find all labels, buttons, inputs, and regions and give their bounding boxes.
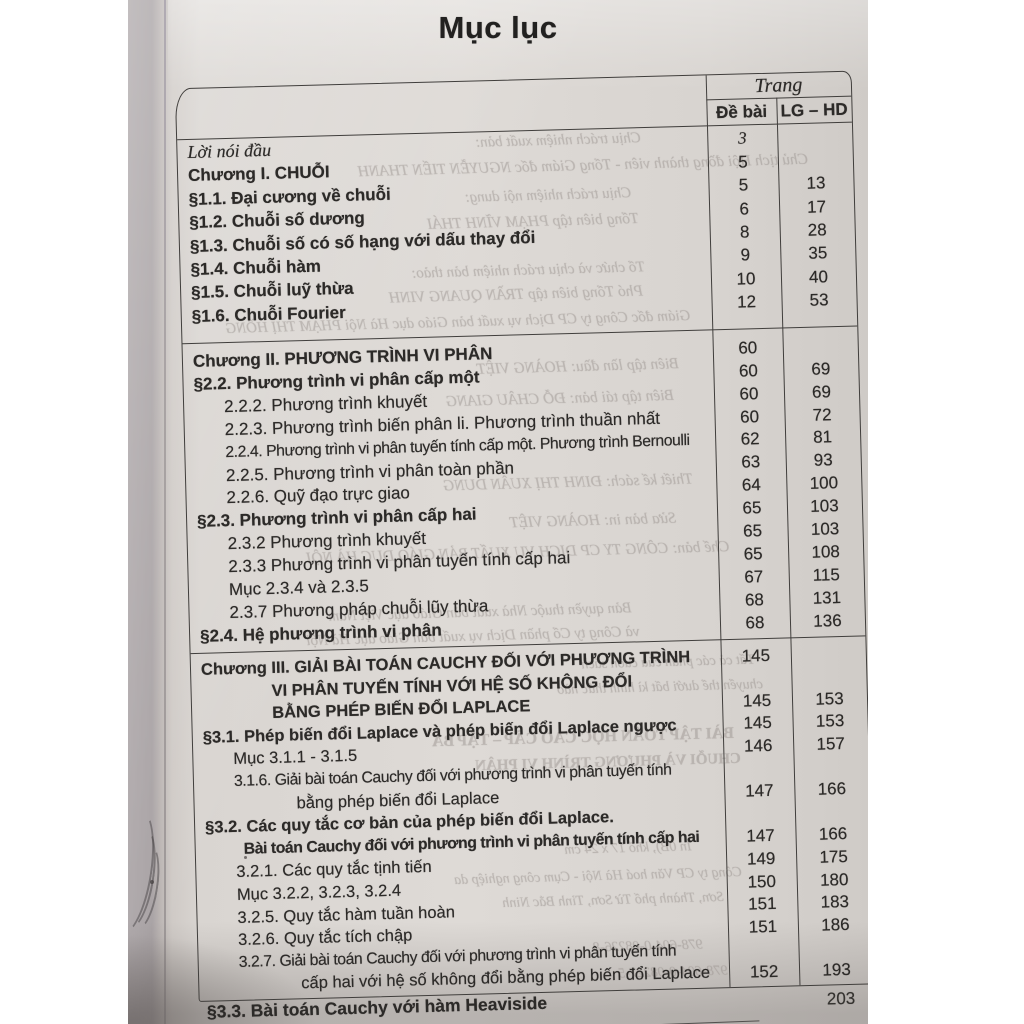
page-number-lg-hd: 72 [812,404,832,425]
page-title: Mục lục [438,10,558,45]
page-number-lg-hd: 13 [806,173,826,193]
toc-rows: Lời nói đầu 3 Chương I. CHUỖI 5 §1.1. Đại cư… [176,72,868,1001]
page-number-lg-hd: 69 [811,359,831,379]
page-number-de-bai: 10 [736,268,756,289]
page-number-lg-hd: 136 [813,610,842,631]
page-number-de-bai: 3 [737,128,747,148]
page-number-lg-hd: 193 [822,959,852,980]
page-number-lg-hd: 53 [809,290,829,310]
toc-section-2: Chương III. GIẢI BÀI TOÁN CAUCHY ĐỐI VỚI… [176,72,851,993]
page-number-lg-hd: 103 [810,519,840,539]
tilted-page-content: Trang Đề bài LG – HD Lời nói đầu 3 Chương … [128,0,868,1024]
page-number-de-bai: 65 [743,544,763,564]
page-number-de-bai: 145 [742,690,772,711]
page-number-de-bai: 12 [736,292,757,312]
page-number-de-bai: 60 [739,406,760,427]
page-number-de-bai: 65 [742,498,762,518]
page-number-lg-hd: 131 [812,587,842,608]
page-number-de-bai: 64 [741,475,762,495]
page-number-lg-hd: 175 [819,846,849,867]
page-number-lg-hd: 35 [808,243,828,264]
page-number-de-bai: 150 [747,871,777,892]
page-number-lg-hd: 180 [819,869,849,890]
page-number-de-bai: 68 [745,612,765,633]
page-number-lg-hd: 28 [807,220,827,240]
page-number-de-bai: 68 [744,589,765,610]
page-number-lg-hd: 186 [820,914,850,935]
page-number-de-bai: 65 [742,521,763,541]
book-page-photo: Chịu trách nhiệm xuất bản: Chủ tịch Hội đ… [128,0,868,1024]
page-number-de-bai: 145 [743,713,773,734]
page-number-lg-hd: 157 [816,733,846,754]
page-number-lg-hd: 153 [815,711,845,732]
page-number-de-bai: 6 [739,198,750,219]
page-number-de-bai: 5 [737,152,748,172]
photo-corner-shadow [128,934,318,1024]
page-number-de-bai: 145 [741,645,771,666]
page-number-de-bai: 67 [744,566,764,587]
page-edge-shadow [164,0,166,1024]
page-number-de-bai: 9 [740,245,751,265]
photo-light-sheen [168,0,868,90]
page-number-de-bai: 60 [738,360,759,381]
page-number-de-bai: 149 [746,848,776,869]
page-number-de-bai: 8 [739,222,750,242]
page-number-lg-hd: 40 [808,267,829,287]
page-number-de-bai: 60 [739,383,759,404]
page-number-lg-hd: 166 [817,779,847,799]
page-number-de-bai: 62 [740,429,760,450]
page-number-lg-hd: 93 [813,450,833,471]
page-number-lg-hd: 69 [811,381,832,402]
page-number-de-bai: 147 [744,781,774,801]
page-number-de-bai: 151 [747,894,777,914]
page-number-lg-hd: 166 [818,824,848,845]
page-number-de-bai: 146 [743,735,773,756]
page-number-lg-hd: 103 [810,496,839,517]
page-number-de-bai: 151 [748,916,778,937]
photo-speck [150,880,154,884]
photo-speck [244,856,247,859]
toc-section-0: Lời nói đầu 3 Chương I. CHUỖI 5 §1.1. Đại cư… [176,72,851,326]
page-number-de-bai: 60 [738,338,758,358]
page-number-de-bai: 147 [746,826,776,846]
page-number-de-bai: 5 [738,175,749,195]
page-number-lg-hd: 100 [809,473,839,494]
page-number-lg-hd: 17 [806,196,827,217]
page-number-lg-hd: 108 [811,542,841,562]
toc-section-1: Chương II. PHƯƠNG TRÌNH VI PHÂN 60 §2.2. P… [176,72,851,646]
page-number-de-bai: 63 [741,452,761,473]
page-number-lg-hd: 115 [812,564,841,585]
page-number-lg-hd: 153 [815,688,844,709]
page-number-lg-hd: 81 [812,427,833,448]
page-number-lg-hd: 183 [820,892,850,912]
book-page-number: 203 [826,988,856,1009]
toc-table: Trang Đề bài LG – HD Lời nói đầu 3 Chương … [174,70,868,1003]
page-number-de-bai: 152 [749,961,779,982]
